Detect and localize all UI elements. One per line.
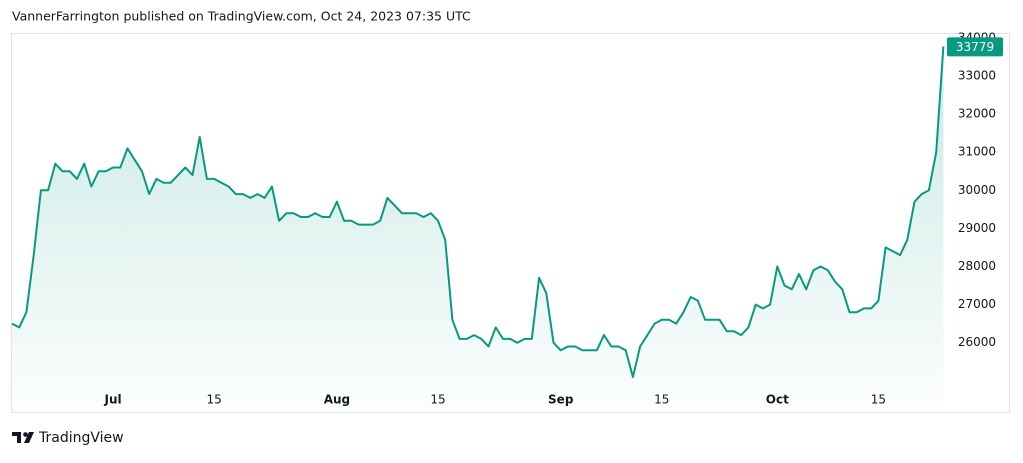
plot-area: 26000 27000 28000 29000 30000 31000 32000 33000… <box>11 30 1003 413</box>
y-tick-label: 31000 <box>958 145 996 159</box>
area-fill <box>12 46 944 413</box>
y-tick-label: 30000 <box>958 183 996 197</box>
y-tick-label: 27000 <box>958 297 996 311</box>
logo <box>12 432 34 443</box>
y-tick-label: 29000 <box>958 221 996 235</box>
header-text: VannerFarrington published on TradingVie… <box>12 9 471 24</box>
chart-frame <box>11 33 1010 413</box>
last-price-label: 33779 <box>956 40 994 54</box>
y-tick-label: 26000 <box>958 335 996 349</box>
price-line <box>11 46 945 378</box>
y-tick-label: 32000 <box>958 107 996 121</box>
y-tick-label: 33000 <box>958 69 996 83</box>
footer-brand: TradingView <box>38 430 124 446</box>
last-price-box <box>947 37 1003 57</box>
y-tick-label: 28000 <box>958 259 996 273</box>
